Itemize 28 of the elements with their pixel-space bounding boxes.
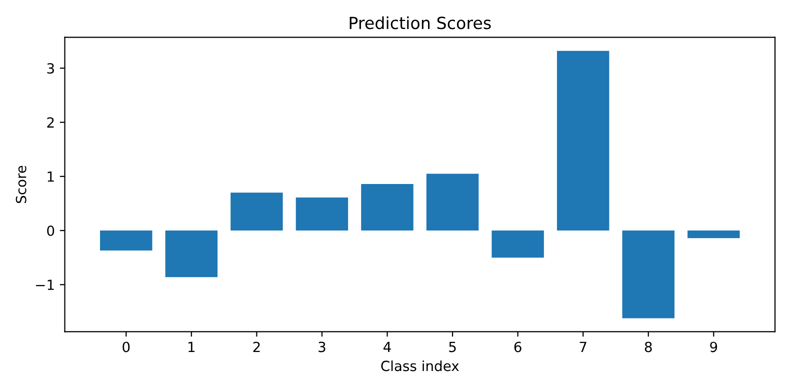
bar: [492, 230, 544, 258]
y-tick-label: 3: [47, 63, 54, 74]
bar: [100, 230, 152, 251]
bar: [688, 230, 740, 238]
x-tick-label: 6: [514, 342, 522, 352]
y-tick-label: 0: [47, 225, 54, 236]
bar: [165, 230, 218, 278]
x-tick-label: 3: [318, 342, 326, 352]
x-tick-label: 0: [122, 342, 130, 352]
bar: [361, 184, 414, 231]
y-tick-label: 1: [48, 172, 54, 182]
x-tick-label: 9: [710, 342, 718, 352]
bar: [296, 198, 348, 231]
y-axis-title: Score: [16, 166, 26, 204]
x-tick-label: 4: [384, 342, 391, 352]
bar: [622, 230, 674, 318]
y-tick-label: 2: [47, 117, 54, 128]
bar: [556, 50, 610, 231]
bar: [230, 192, 283, 231]
x-tick-label: 8: [644, 342, 652, 352]
x-tick-label: 1: [188, 342, 195, 352]
x-axis-title: Class index: [381, 360, 459, 372]
chart-title: Prediction Scores: [350, 16, 491, 30]
y-tick-label: −1: [36, 280, 54, 290]
x-tick-label: 7: [580, 342, 586, 352]
x-tick-label: 2: [253, 342, 260, 352]
bar: [426, 174, 479, 231]
x-tick-label: 5: [449, 342, 456, 352]
